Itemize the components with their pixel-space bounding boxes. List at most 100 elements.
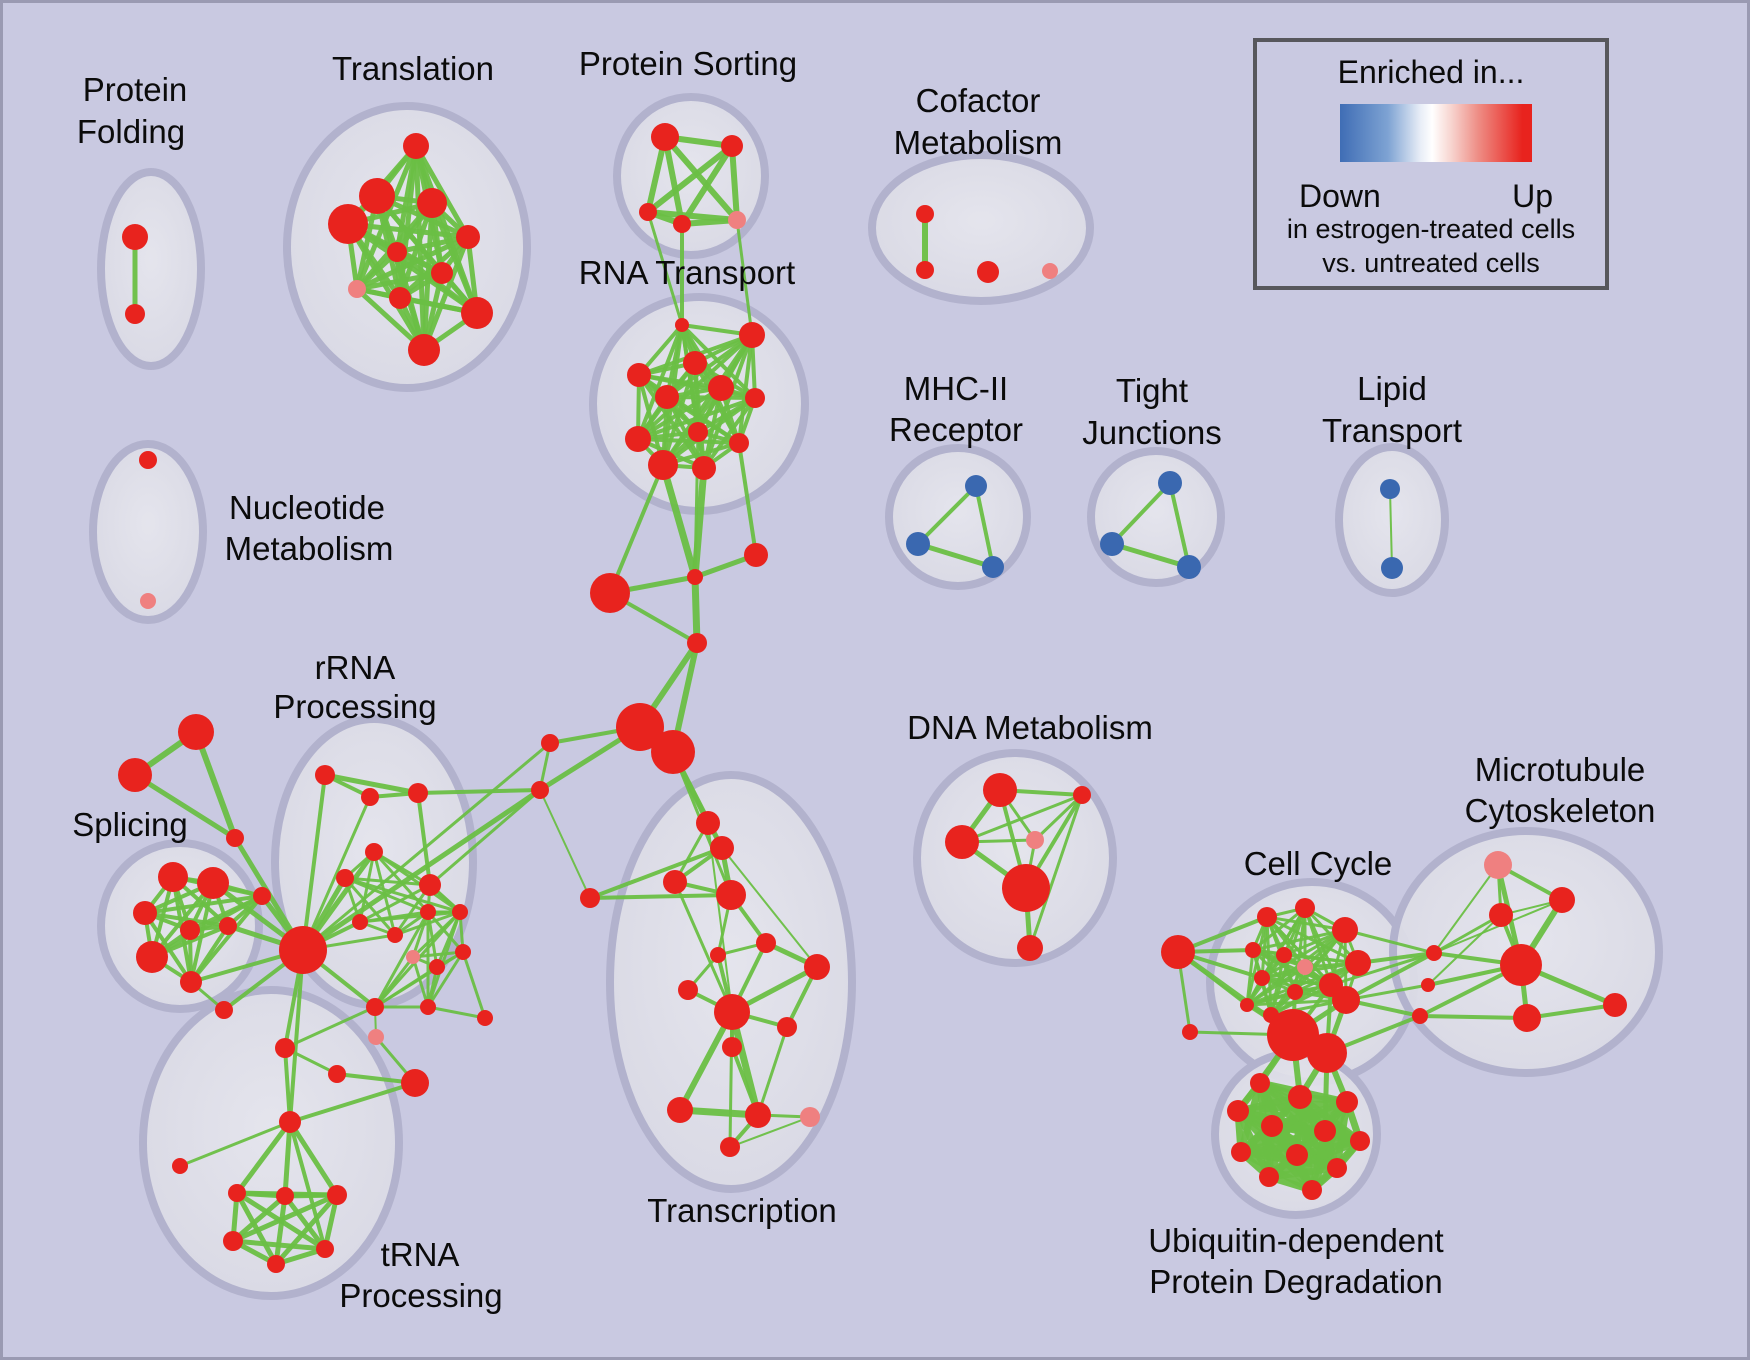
network-node-red[interactable] [1286, 1144, 1308, 1166]
network-node-red[interactable] [745, 1102, 771, 1128]
network-node-red[interactable] [580, 888, 600, 908]
network-node-red[interactable] [687, 569, 703, 585]
network-node-red[interactable] [714, 994, 750, 1030]
network-node-red[interactable] [125, 304, 145, 324]
network-node-red[interactable] [401, 1069, 429, 1097]
network-node-red[interactable] [590, 573, 630, 613]
network-node-red[interactable] [639, 203, 657, 221]
network-node-red[interactable] [655, 385, 679, 409]
network-node-red[interactable] [276, 1187, 294, 1205]
network-node-red[interactable] [408, 334, 440, 366]
network-node-red[interactable] [722, 1037, 742, 1057]
network-node-pink[interactable] [348, 280, 366, 298]
network-node-blue[interactable] [1158, 471, 1182, 495]
network-node-red[interactable] [1073, 786, 1091, 804]
network-node-red[interactable] [651, 123, 679, 151]
network-node-red[interactable] [420, 999, 436, 1015]
network-node-red[interactable] [215, 1001, 233, 1019]
network-node-red[interactable] [983, 773, 1017, 807]
network-node-red[interactable] [1332, 986, 1360, 1014]
network-node-red[interactable] [804, 954, 830, 980]
network-node-red[interactable] [1314, 1120, 1336, 1142]
network-node-blue[interactable] [982, 556, 1004, 578]
network-node-red[interactable] [627, 363, 651, 387]
network-node-red[interactable] [359, 178, 395, 214]
network-node-red[interactable] [315, 765, 335, 785]
network-node-blue[interactable] [1380, 479, 1400, 499]
network-node-red[interactable] [180, 971, 202, 993]
network-node-red[interactable] [180, 920, 200, 940]
network-node-red[interactable] [756, 933, 776, 953]
network-node-red[interactable] [389, 287, 411, 309]
network-node-red[interactable] [1161, 935, 1195, 969]
network-node-red[interactable] [945, 825, 979, 859]
network-node-red[interactable] [403, 133, 429, 159]
network-node-blue[interactable] [1177, 555, 1201, 579]
network-node-red[interactable] [1017, 935, 1043, 961]
network-node-red[interactable] [122, 224, 148, 250]
network-node-red[interactable] [139, 451, 157, 469]
network-node-red[interactable] [461, 297, 493, 329]
network-node-pink[interactable] [800, 1107, 820, 1127]
network-node-red[interactable] [158, 862, 188, 892]
network-node-red[interactable] [1500, 944, 1542, 986]
network-node-red[interactable] [431, 262, 453, 284]
network-node-red[interactable] [1426, 945, 1442, 961]
network-node-red[interactable] [1549, 887, 1575, 913]
network-node-red[interactable] [1261, 1115, 1283, 1137]
network-node-red[interactable] [710, 836, 734, 860]
network-node-red[interactable] [455, 944, 471, 960]
network-node-red[interactable] [745, 388, 765, 408]
network-node-red[interactable] [1267, 1009, 1319, 1061]
network-node-red[interactable] [1332, 917, 1358, 943]
network-node-red[interactable] [327, 1185, 347, 1205]
network-node-red[interactable] [1257, 907, 1277, 927]
network-node-red[interactable] [417, 188, 447, 218]
network-node-red[interactable] [721, 135, 743, 157]
network-node-blue[interactable] [1381, 557, 1403, 579]
network-node-red[interactable] [977, 261, 999, 283]
network-node-red[interactable] [172, 1158, 188, 1174]
network-node-pink[interactable] [1484, 851, 1512, 879]
network-node-red[interactable] [328, 204, 368, 244]
network-node-red[interactable] [1421, 978, 1435, 992]
network-node-red[interactable] [408, 783, 428, 803]
network-node-red[interactable] [663, 870, 687, 894]
network-node-red[interactable] [178, 714, 214, 750]
network-node-red[interactable] [1254, 970, 1270, 986]
network-node-red[interactable] [228, 1184, 246, 1202]
network-node-red[interactable] [729, 433, 749, 453]
network-node-red[interactable] [678, 980, 698, 1000]
network-node-red[interactable] [1302, 1180, 1322, 1200]
network-node-pink[interactable] [368, 1029, 384, 1045]
network-node-red[interactable] [720, 1137, 740, 1157]
network-node-red[interactable] [429, 959, 445, 975]
network-node-pink[interactable] [406, 950, 420, 964]
network-node-red[interactable] [1327, 1158, 1347, 1178]
network-node-red[interactable] [916, 261, 934, 279]
network-node-red[interactable] [673, 215, 691, 233]
network-node-red[interactable] [197, 867, 229, 899]
network-node-red[interactable] [744, 543, 768, 567]
network-node-red[interactable] [279, 926, 327, 974]
network-node-red[interactable] [531, 781, 549, 799]
network-node-blue[interactable] [965, 475, 987, 497]
network-node-red[interactable] [226, 829, 244, 847]
network-node-red[interactable] [1345, 950, 1371, 976]
network-node-red[interactable] [916, 205, 934, 223]
network-node-red[interactable] [275, 1038, 295, 1058]
network-node-red[interactable] [223, 1231, 243, 1251]
network-node-red[interactable] [541, 734, 559, 752]
network-node-red[interactable] [696, 811, 720, 835]
network-node-red[interactable] [365, 843, 383, 861]
network-node-red[interactable] [708, 375, 734, 401]
network-node-red[interactable] [1513, 1004, 1541, 1032]
network-node-red[interactable] [687, 633, 707, 653]
network-node-red[interactable] [477, 1010, 493, 1026]
network-node-red[interactable] [336, 869, 354, 887]
network-node-red[interactable] [651, 730, 695, 774]
network-node-red[interactable] [692, 456, 716, 480]
network-node-red[interactable] [667, 1097, 693, 1123]
network-node-red[interactable] [1240, 998, 1254, 1012]
network-node-red[interactable] [1307, 1033, 1347, 1073]
